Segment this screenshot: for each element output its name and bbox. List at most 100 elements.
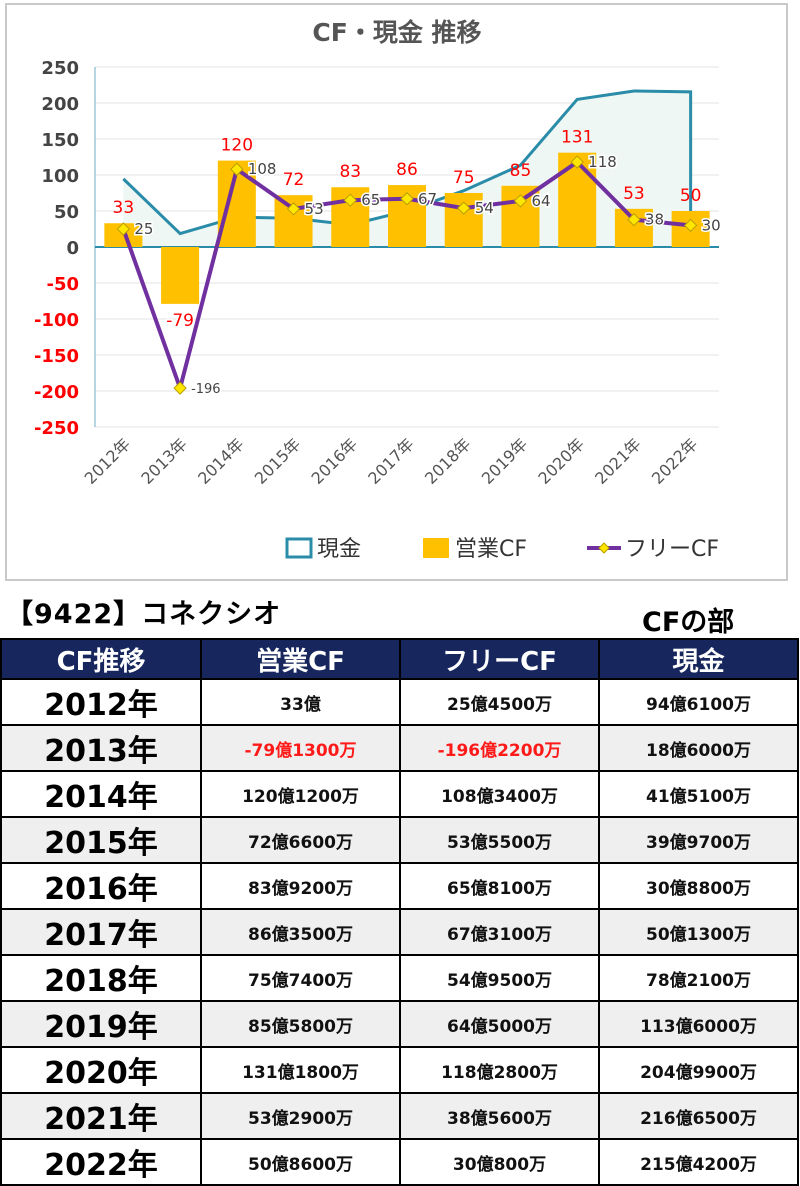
- free-cf-marker: [286, 202, 301, 216]
- cash-cell: 50億1300万: [598, 908, 799, 956]
- operating-cf-data-label: 83: [339, 162, 361, 182]
- free-cf-cell: 53億5500万: [399, 816, 600, 864]
- cash-cell: 204億9900万: [598, 1046, 799, 1094]
- legend-cash-swatch: [285, 537, 313, 559]
- free-cf-cell: 64億5000万: [399, 1000, 600, 1048]
- free-cf-cell: 30億800万: [399, 1138, 600, 1186]
- table-body: 2012年 33億 25億4500万 94億6100万 2013年 -79億1300万 -1…: [0, 678, 799, 1186]
- free-cf-marker: [230, 162, 244, 176]
- free-cf-cell: 108億3400万: [399, 770, 600, 818]
- x-tick-label: 2017年: [364, 434, 418, 488]
- section-title: CFの部: [642, 607, 735, 638]
- free-cf-data-label: 67: [418, 190, 437, 208]
- operating-cf-data-label: 86: [396, 160, 418, 180]
- cash-cell: 39億9700万: [598, 816, 799, 864]
- chart-frame: CF・現金 推移 250 200 150 100 50 0 -50 -100 -150 -200 -2…: [5, 3, 788, 581]
- cash-area-fill: [123, 91, 691, 248]
- operating-cf-data-label: 53: [623, 184, 645, 204]
- cf-table: CF推移 営業CF フリーCF 現金 2012年 33億 25億4500万 94億61…: [0, 638, 799, 1186]
- free-cf-data-label: 30: [702, 216, 721, 234]
- free-cf-cell: 65億8100万: [399, 862, 600, 910]
- cash-cell: 215億4200万: [598, 1138, 799, 1186]
- cash-cell: 18億6000万: [598, 724, 799, 772]
- free-cf-data-label: 108: [248, 160, 277, 178]
- free-cf-cell: 38億5600万: [399, 1092, 600, 1140]
- table-row: 2012年 33億 25億4500万 94億6100万: [0, 678, 799, 726]
- operating-cf-cell: -79億1300万: [200, 724, 401, 772]
- company-title: 【9422】コネクシオ: [6, 599, 282, 630]
- year-cell: 2022年: [0, 1138, 202, 1186]
- free-cf-data-label: 64: [531, 192, 550, 210]
- x-tick-label: 2020年: [534, 434, 588, 488]
- operating-cf-data-label: 131: [561, 128, 593, 148]
- table-row: 2014年 120億1200万 108億3400万 41億5100万: [0, 770, 799, 818]
- year-cell: 2015年: [0, 816, 202, 864]
- x-tick-label: 2012年: [81, 434, 135, 488]
- cash-cell: 113億6000万: [598, 1000, 799, 1048]
- year-cell: 2021年: [0, 1092, 202, 1140]
- year-cell: 2018年: [0, 954, 202, 1002]
- operating-cf-cell: 83億9200万: [200, 862, 401, 910]
- y-tick-label: 100: [41, 166, 79, 187]
- free-cf-cell: 118億2800万: [399, 1046, 600, 1094]
- operating-cf-data-label: -79: [166, 311, 194, 331]
- free-cf-cell: 54億9500万: [399, 954, 600, 1002]
- y-tick-label: -50: [46, 274, 79, 295]
- free-cf-cell: 25億4500万: [399, 678, 600, 726]
- free-cf-marker: [683, 218, 698, 233]
- table-row: 2013年 -79億1300万 -196億2200万 18億6000万: [0, 724, 799, 772]
- free-cf-marker: [570, 155, 584, 169]
- free-cf-data-label: 53: [305, 200, 324, 218]
- table-row: 2020年 131億1800万 118億2800万 204億9900万: [0, 1046, 799, 1094]
- operating-cf-cell: 86億3500万: [200, 908, 401, 956]
- x-tick-label: 2013年: [137, 434, 191, 488]
- x-tick-label: 2016年: [308, 434, 362, 488]
- free-cf-marker: [400, 192, 414, 206]
- operating-cf-cell: 120億1200万: [200, 770, 401, 818]
- legend-operating-cf-label: 営業CF: [455, 537, 527, 562]
- operating-cf-cell: 85億5800万: [200, 1000, 401, 1048]
- y-tick-label: 0: [66, 238, 79, 259]
- cf-cash-chart: CF・現金 推移 250 200 150 100 50 0 -50 -100 -150 -200 -2…: [34, 18, 722, 562]
- operating-cf-cell: 33億: [200, 678, 401, 726]
- operating-cf-data-label: 85: [510, 161, 532, 181]
- free-cf-data-label: 65: [361, 191, 380, 209]
- column-header-cf: CF推移: [0, 638, 202, 680]
- operating-cf-data-label: 75: [453, 168, 475, 188]
- legend-cash-label: 現金: [317, 537, 361, 562]
- x-tick-label: 2022年: [648, 434, 702, 488]
- operating-cf-cell: 75億7400万: [200, 954, 401, 1002]
- legend-free-cf-label: フリーCF: [625, 537, 719, 562]
- operating-cf-data-label: 120: [221, 136, 253, 156]
- year-cell: 2013年: [0, 724, 202, 772]
- x-tick-label: 2021年: [591, 434, 645, 488]
- operating-cf-bar: [161, 247, 200, 304]
- free-cf-marker: [173, 381, 187, 395]
- table-row: 2021年 53億2900万 38億5600万 216億6500万: [0, 1092, 799, 1140]
- cash-cell: 216億6500万: [598, 1092, 799, 1140]
- legend-operating-cf-swatch: [423, 538, 449, 558]
- free-cf-cell: -196億2200万: [399, 724, 600, 772]
- year-cell: 2016年: [0, 862, 202, 910]
- operating-cf-cell: 131億1800万: [200, 1046, 401, 1094]
- y-tick-label: 250: [41, 58, 79, 79]
- free-cf-cell: 67億3100万: [399, 908, 600, 956]
- year-cell: 2020年: [0, 1046, 202, 1094]
- free-cf-data-label: 38: [645, 211, 664, 229]
- operating-cf-cell: 72億6600万: [200, 816, 401, 864]
- y-tick-label: 50: [54, 202, 79, 223]
- operating-cf-data-label: 50: [680, 186, 702, 206]
- free-cf-data-label: 118: [588, 153, 617, 171]
- operating-cf-cell: 53億2900万: [200, 1092, 401, 1140]
- free-cf-marker: [627, 212, 641, 227]
- cash-cell: 30億8800万: [598, 862, 799, 910]
- free-cf-data-label: 25: [134, 220, 153, 238]
- y-tick-label: -250: [34, 418, 79, 439]
- y-tick-label: -100: [34, 310, 79, 331]
- free-cf-data-label: 54: [475, 199, 494, 217]
- free-cf-marker: [457, 201, 471, 215]
- year-cell: 2017年: [0, 908, 202, 956]
- free-cf-marker: [343, 193, 357, 207]
- y-tick-label: -150: [34, 346, 79, 367]
- table-row: 2019年 85億5800万 64億5000万 113億6000万: [0, 1000, 799, 1048]
